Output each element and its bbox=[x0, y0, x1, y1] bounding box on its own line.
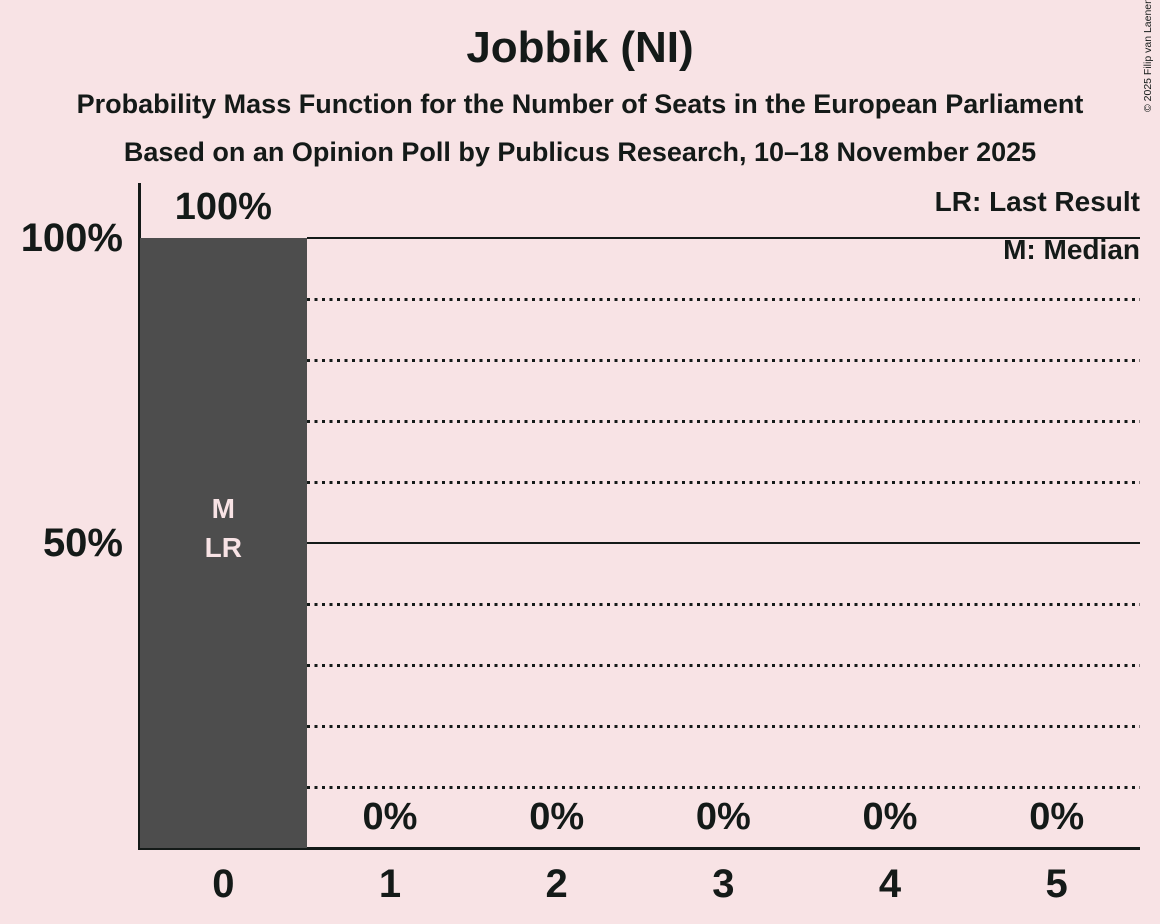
annotation-line-lr: LR bbox=[204, 532, 242, 563]
chart-legend: LR: Last Result M: Median bbox=[935, 178, 1140, 274]
gridline-dotted-10pct bbox=[306, 785, 1140, 789]
gridline-dotted-20pct bbox=[306, 724, 1140, 728]
x-tick-label-4: 4 bbox=[878, 862, 902, 906]
bar-value-label-seats-5: 0% bbox=[1029, 796, 1085, 838]
plot-area: 100% 0 0% 1 0% 2 0% 3 0% 4 0% 5 M LR bbox=[138, 183, 1140, 904]
gridline-dotted-60pct bbox=[306, 480, 1140, 484]
chart-subtitle: Probability Mass Function for the Number… bbox=[76, 89, 1084, 119]
bar-value-label-seats-0: 100% bbox=[174, 186, 272, 228]
copyright-notice: © 2025 Filip van Laenen bbox=[1142, 0, 1160, 124]
gridline-dotted-40pct bbox=[306, 602, 1140, 606]
y-axis-label-100: 100% bbox=[20, 216, 123, 260]
gridline-dotted-30pct bbox=[306, 663, 1140, 667]
bar-value-label-seats-2: 0% bbox=[529, 796, 585, 838]
copyright-text: © 2025 Filip van Laenen bbox=[1142, 0, 1154, 112]
gridline-solid-100pct bbox=[306, 236, 1140, 240]
legend-median: M: Median bbox=[1003, 234, 1140, 265]
gridline-dotted-90pct bbox=[306, 297, 1140, 301]
gridline-solid-50pct bbox=[306, 541, 1140, 545]
bar-value-label-seats-4: 0% bbox=[862, 796, 918, 838]
bar-annotation-seats-0: M LR bbox=[140, 489, 307, 567]
annotation-line-m: M bbox=[211, 493, 235, 524]
bar-seats-0 bbox=[140, 238, 307, 848]
chart-title: Jobbik (NI) bbox=[466, 23, 694, 72]
chart-source-line: Based on an Opinion Poll by Publicus Res… bbox=[123, 137, 1037, 167]
x-tick-label-1: 1 bbox=[378, 862, 402, 906]
x-tick-label-5: 5 bbox=[1045, 862, 1068, 906]
bar-value-label-seats-3: 0% bbox=[695, 796, 751, 838]
legend-last-result: LR: Last Result bbox=[934, 186, 1140, 217]
gridline-dotted-70pct bbox=[306, 419, 1140, 423]
gridline-dotted-80pct bbox=[306, 358, 1140, 362]
y-axis-line bbox=[138, 183, 141, 848]
y-axis-label-50: 50% bbox=[42, 521, 123, 565]
bar-value-label-seats-1: 0% bbox=[362, 796, 418, 838]
x-axis-line bbox=[138, 847, 1140, 850]
x-tick-label-0: 0 bbox=[212, 862, 235, 906]
x-tick-label-3: 3 bbox=[712, 862, 735, 906]
x-tick-label-2: 2 bbox=[545, 862, 568, 906]
